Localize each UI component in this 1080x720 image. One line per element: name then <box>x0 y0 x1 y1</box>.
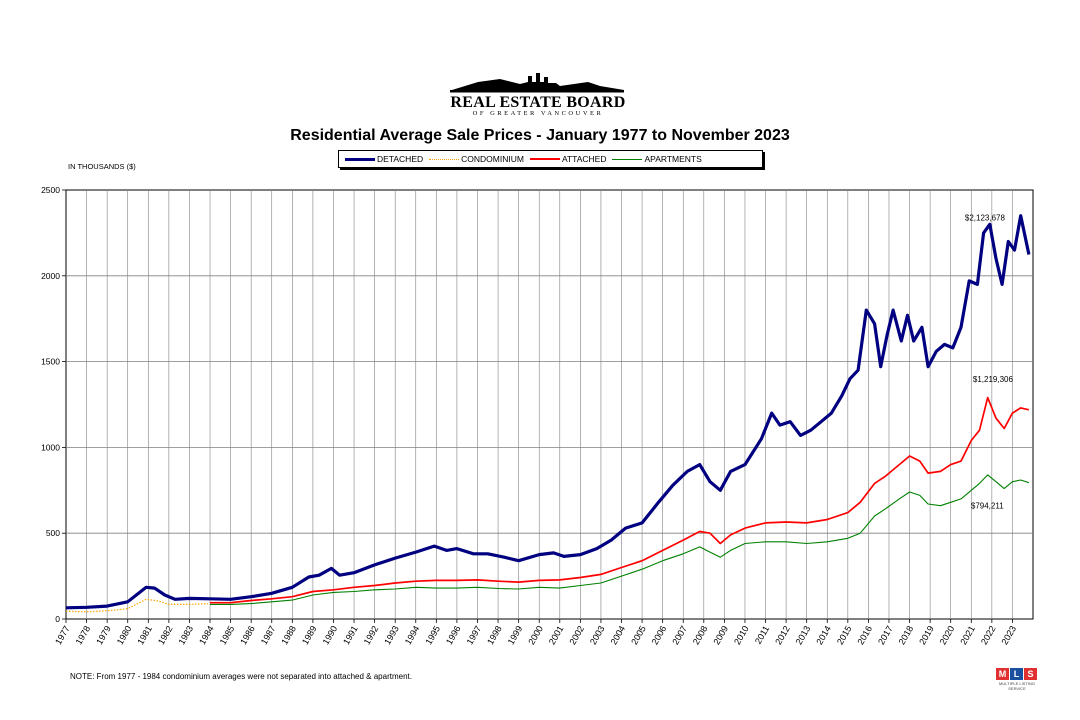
y-tick-label: 1000 <box>41 442 60 452</box>
x-tick-label: 1989 <box>300 624 319 646</box>
x-tick-label: 2012 <box>773 624 792 646</box>
legend-item-condominium: CONDOMINIUM <box>429 154 524 164</box>
x-tick-label: 2021 <box>958 624 977 646</box>
x-tick-label: 2006 <box>650 624 669 646</box>
x-tick-label: 2020 <box>938 624 957 646</box>
series-line-apartments <box>210 474 1030 605</box>
legend-item-detached: DETACHED <box>345 154 423 164</box>
x-tick-label: 2009 <box>711 624 730 646</box>
legend-label-apartments: APARTMENTS <box>644 154 702 164</box>
x-tick-label: 2010 <box>732 624 751 646</box>
x-tick-label: 1992 <box>362 624 381 646</box>
x-tick-label: 2001 <box>547 624 566 646</box>
x-tick-label: 1986 <box>238 624 257 646</box>
series-line-detached <box>65 214 1031 610</box>
x-tick-label: 1980 <box>115 624 134 646</box>
mls-letter-l: L <box>1010 668 1023 680</box>
mls-caption: MULTIPLE LISTING SERVICE <box>999 681 1035 691</box>
legend-swatch-apartments <box>612 158 643 160</box>
series-line-condominium <box>65 598 209 613</box>
y-tick-label: 1500 <box>41 357 60 367</box>
x-tick-label: 2014 <box>814 624 833 646</box>
x-tick-label: 2023 <box>999 624 1018 646</box>
skyline-icon <box>450 73 624 93</box>
legend-swatch-detached <box>345 157 375 161</box>
legend-item-attached: ATTACHED <box>529 154 607 164</box>
x-tick-label: 1999 <box>506 624 525 646</box>
y-axis-label: IN THOUSANDS ($) <box>68 162 136 171</box>
x-tick-label: 1981 <box>135 624 154 646</box>
x-tick-label: 1983 <box>177 624 196 646</box>
x-tick-label: 2013 <box>794 624 813 646</box>
x-tick-label: 2005 <box>629 624 648 646</box>
x-tick-label: 1982 <box>156 624 175 646</box>
x-tick-label: 1990 <box>321 624 340 646</box>
x-tick-label: 2022 <box>979 624 998 646</box>
chart-title: Residential Average Sale Prices - Januar… <box>290 127 790 144</box>
x-tick-label: 2008 <box>691 624 710 646</box>
y-tick-label: 2500 <box>41 185 60 195</box>
x-tick-label: 2007 <box>670 624 689 646</box>
mls-logo: M L S MULTIPLE LISTING SERVICE <box>994 668 1040 691</box>
y-tick-label: 2000 <box>41 271 60 281</box>
x-tick-label: 2018 <box>897 624 916 646</box>
x-tick-label: 2003 <box>588 624 607 646</box>
x-tick-label: 1993 <box>382 624 401 646</box>
x-tick-label: 1988 <box>279 624 298 646</box>
x-tick-label: 1978 <box>74 624 93 646</box>
x-tick-label: 2002 <box>567 624 586 646</box>
y-tick-label: 0 <box>55 614 60 624</box>
chart-legend: DETACHED CONDOMINIUM ATTACHED APARTMENTS <box>338 150 763 168</box>
x-tick-label: 1991 <box>341 624 360 646</box>
legend-label-attached: ATTACHED <box>561 154 607 164</box>
data-label-attached: $1,219,306 <box>973 375 1014 384</box>
x-tick-label: 2004 <box>609 624 628 646</box>
plot-area <box>65 189 1034 620</box>
footnote: NOTE: From 1977 - 1984 condominium avera… <box>70 672 412 681</box>
legend-item-apartments: APARTMENTS <box>612 154 702 164</box>
x-tick-label: 1977 <box>53 624 72 646</box>
legend-label-detached: DETACHED <box>377 154 424 164</box>
x-tick-label: 1996 <box>444 624 463 646</box>
mls-letter-m: M <box>996 668 1009 680</box>
x-tick-label: 2016 <box>855 624 874 646</box>
x-tick-label: 1997 <box>465 624 484 646</box>
board-name: REAL ESTATE BOARD <box>450 94 626 111</box>
board-subtitle: OF GREATER VANCOUVER <box>472 110 604 117</box>
data-label-detached: $2,123,678 <box>965 214 1006 223</box>
legend-swatch-condominium <box>429 158 460 160</box>
x-tick-label: 1998 <box>485 624 504 646</box>
x-tick-label: 1994 <box>403 624 422 646</box>
board-logo: REAL ESTATE BOARD OF GREATER VANCOUVER <box>448 70 628 120</box>
x-tick-label: 2017 <box>876 624 895 646</box>
x-tick-label: 2000 <box>526 624 545 646</box>
series-line-attached <box>210 396 1030 604</box>
x-tick-label: 2019 <box>917 624 936 646</box>
y-tick-label: 500 <box>46 528 60 538</box>
x-tick-label: 1987 <box>259 624 278 646</box>
data-label-apartments: $794,211 <box>971 502 1004 511</box>
legend-label-condominium: CONDOMINIUM <box>461 154 524 164</box>
x-tick-label: 2015 <box>835 624 854 646</box>
x-tick-label: 2011 <box>753 624 771 646</box>
x-tick-label: 1979 <box>94 624 113 646</box>
x-tick-label: 1995 <box>423 624 442 646</box>
mls-letter-s: S <box>1024 668 1037 680</box>
x-tick-label: 1984 <box>197 624 216 646</box>
x-tick-label: 1985 <box>218 624 237 646</box>
legend-swatch-attached <box>529 158 560 160</box>
